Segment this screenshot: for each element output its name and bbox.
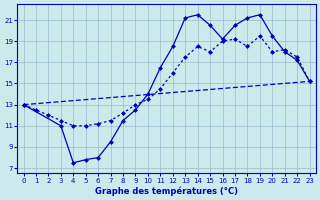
X-axis label: Graphe des températures (°C): Graphe des températures (°C) bbox=[95, 186, 238, 196]
